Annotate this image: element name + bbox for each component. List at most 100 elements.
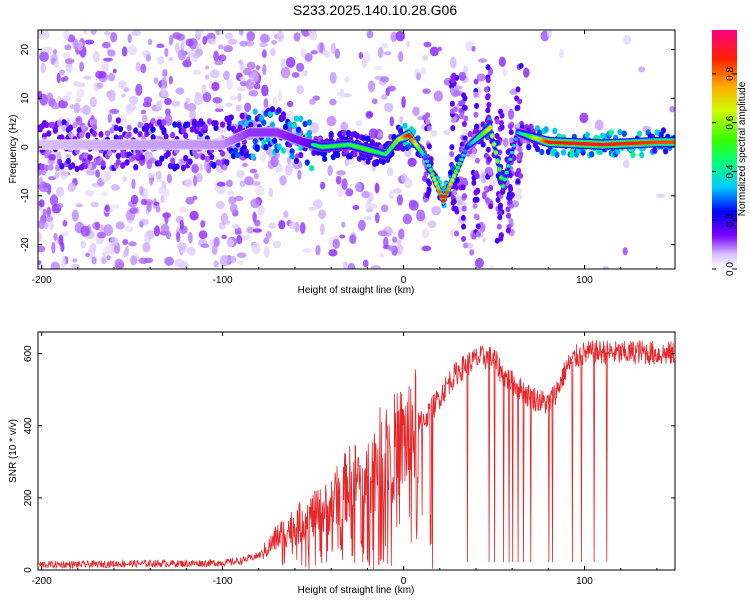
noise-cell — [383, 51, 392, 56]
spread-cell — [515, 178, 521, 185]
noise-cell — [374, 182, 380, 194]
band-cell — [261, 139, 267, 146]
noise-cell — [185, 38, 194, 47]
band-cell — [72, 121, 78, 129]
noise-cell — [211, 244, 218, 255]
noise-cell — [46, 92, 54, 102]
spread-cell — [426, 125, 432, 132]
noise-cell — [85, 169, 96, 176]
noise-cell — [263, 246, 270, 259]
noise-cell — [75, 82, 86, 88]
band-cell — [248, 121, 254, 129]
ridge-cell — [441, 198, 446, 203]
band-cell — [107, 149, 113, 157]
band-cell — [467, 130, 473, 138]
noise-cell — [59, 168, 69, 180]
band-cell — [309, 164, 315, 172]
noise-cell — [164, 256, 174, 266]
noise-cell — [579, 112, 589, 124]
band-cell — [226, 124, 232, 131]
band-cell — [374, 158, 380, 166]
band-cell — [191, 120, 197, 128]
noise-cell — [103, 224, 114, 236]
noise-cell — [252, 228, 263, 233]
noise-cell — [95, 221, 100, 231]
ridge-cell — [455, 165, 461, 170]
band-cell — [215, 159, 221, 166]
noise-cell — [343, 93, 352, 98]
noise-cell — [236, 169, 245, 178]
noise-cell — [476, 73, 486, 82]
noise-cell — [101, 191, 109, 197]
band-cell — [65, 157, 72, 165]
band-cell — [170, 131, 176, 139]
band-cell — [222, 163, 228, 171]
spread-cell — [494, 118, 500, 125]
spread-cell — [474, 102, 480, 109]
noise-cell — [374, 66, 382, 71]
spread-cell — [485, 64, 491, 71]
noise-cell — [251, 180, 261, 186]
band-cell — [474, 123, 480, 130]
noise-cell — [352, 204, 360, 210]
noise-cell — [83, 75, 92, 80]
noise-cell — [501, 103, 509, 115]
spread-cell — [460, 214, 466, 221]
noise-cell — [189, 210, 199, 221]
noise-cell — [115, 262, 125, 269]
noise-cell — [399, 115, 404, 125]
ridge-cell — [499, 175, 504, 180]
spread-cell — [449, 144, 455, 151]
noise-cell — [60, 77, 66, 83]
noise-cell — [56, 72, 61, 84]
noise-cell — [155, 204, 161, 213]
noise-cell — [135, 83, 143, 96]
colorbar-tick-label: 0.0 — [725, 262, 736, 276]
noise-cell — [430, 129, 438, 137]
noise-cell — [340, 121, 348, 132]
band-cell — [70, 162, 76, 169]
spread-cell — [488, 203, 494, 210]
noise-cell — [272, 240, 282, 249]
band-cell — [224, 159, 230, 166]
spectrogram-cells — [38, 30, 675, 269]
snr-frame — [37, 331, 676, 571]
noise-cell — [270, 48, 276, 57]
band-cell — [269, 105, 276, 113]
noise-cell — [421, 245, 432, 252]
noise-cell — [354, 182, 362, 192]
noise-cell — [225, 179, 233, 188]
noise-cell — [329, 98, 337, 106]
band-cell — [306, 119, 313, 126]
band-cell — [83, 162, 89, 170]
band-cell — [124, 159, 130, 166]
noise-cell — [38, 176, 43, 185]
noise-cell — [280, 58, 286, 69]
noise-cell — [371, 98, 378, 105]
spread-cell — [505, 206, 511, 213]
noise-cell — [214, 60, 224, 66]
noise-cell — [320, 223, 325, 236]
band-cell — [280, 147, 286, 154]
noise-cell — [381, 42, 388, 49]
band-cell — [269, 121, 276, 128]
noise-cell — [91, 256, 97, 265]
band-cell — [204, 155, 210, 163]
noise-cell — [112, 68, 117, 74]
noise-cell — [238, 59, 244, 65]
noise-cell — [334, 48, 341, 59]
band-cell — [554, 151, 560, 158]
spread-cell — [451, 198, 457, 205]
noise-cell — [178, 158, 184, 167]
noise-cell — [328, 249, 338, 257]
spread-cell — [461, 205, 467, 212]
noise-cell — [229, 255, 237, 264]
noise-cell — [64, 44, 72, 51]
noise-cell — [115, 221, 125, 230]
noise-cell — [244, 102, 252, 113]
chart-title: S233.2025.140.10.28.G06 — [292, 2, 458, 18]
noise-cell — [285, 163, 293, 176]
noise-cell — [160, 223, 170, 234]
noise-cell — [92, 51, 100, 63]
spread-cell — [484, 197, 490, 204]
